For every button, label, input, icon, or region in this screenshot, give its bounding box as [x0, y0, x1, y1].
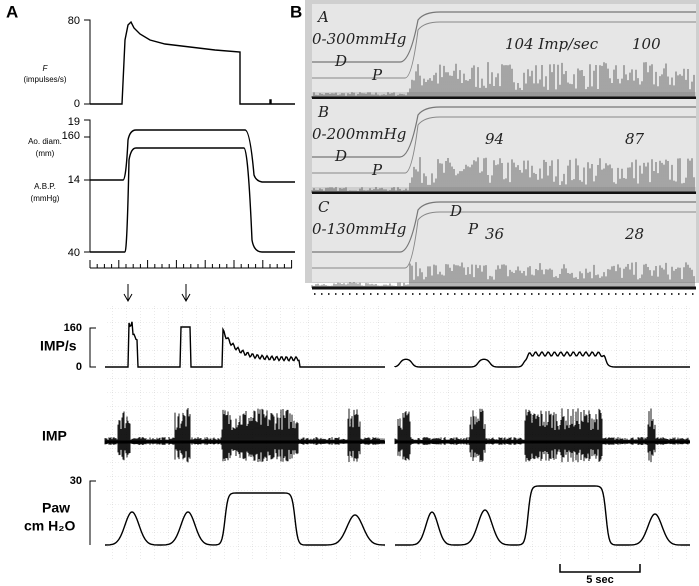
- row-label: IMP/s: [40, 338, 77, 354]
- pressure-trace: [312, 21, 696, 79]
- axes: [84, 19, 91, 253]
- time-axis: [89, 260, 293, 269]
- recordings: IMP/s IMP Paw cm H₂O 160 0 30 5 sec: [24, 305, 692, 586]
- arrows: [123, 284, 191, 303]
- pressure-trace: [395, 485, 690, 546]
- tick-label: 0: [74, 98, 80, 110]
- row-label: cm H₂O: [24, 518, 75, 534]
- pressure-trace: [312, 116, 696, 174]
- axis-label: A.B.P.: [34, 182, 56, 191]
- rate-trace: [105, 321, 385, 368]
- tick-label: 80: [68, 15, 80, 27]
- pressure-trace: [312, 201, 696, 253]
- pressure-trace: [105, 492, 385, 546]
- tick-label: 160: [64, 322, 82, 334]
- rate: 28: [624, 225, 644, 243]
- scale-label: 5 sec: [586, 574, 614, 586]
- rate-trace: [394, 351, 690, 368]
- axis-label: F: [43, 64, 49, 73]
- scale-bar: [559, 564, 641, 573]
- panel-label: B: [290, 2, 302, 21]
- trace: [90, 20, 295, 105]
- strip-letter: B: [317, 103, 329, 121]
- tick-label: 40: [68, 247, 80, 259]
- tick-label: 0: [76, 361, 82, 373]
- strip-letter: C: [318, 198, 330, 216]
- tick-label: 30: [70, 475, 82, 487]
- rate: 100: [632, 35, 661, 53]
- row-label: IMP: [42, 428, 67, 444]
- grid: [395, 305, 692, 560]
- pressure-range: 0-130mmHg: [312, 220, 406, 238]
- tick-marks: [89, 260, 293, 269]
- pressure-trace: [312, 211, 696, 269]
- strip-letter: A: [316, 8, 329, 26]
- tick-label: 160: [62, 130, 80, 142]
- trace: [90, 129, 295, 183]
- axis-label: (impulses/s): [23, 75, 66, 84]
- pressure-range: 0-200mmHg: [312, 125, 406, 143]
- label-p: P: [467, 220, 479, 238]
- label-d: D: [334, 52, 347, 70]
- panel-a: A F (impulses/s) Ao. diam. (mm) A.B.P. (…: [6, 2, 295, 303]
- label-p: P: [371, 161, 383, 179]
- pressure-range: 0-300mmHg: [312, 30, 406, 48]
- axis-label: (mmHg): [31, 194, 60, 203]
- rate: 36: [485, 225, 505, 243]
- axes: [89, 327, 96, 545]
- axis-label: Ao. diam.: [28, 137, 62, 146]
- panel-label: A: [6, 2, 18, 21]
- row-label: Paw: [42, 500, 70, 516]
- pressure-trace: [312, 11, 696, 63]
- rate: 94: [485, 130, 504, 148]
- label-p: P: [371, 66, 383, 84]
- trace: [90, 147, 295, 253]
- pressure-trace: [312, 106, 696, 158]
- tick-label: 14: [68, 174, 80, 186]
- label-d: D: [334, 147, 347, 165]
- axis-label: (mm): [36, 149, 55, 158]
- tick-label: 19: [68, 116, 80, 128]
- rate: 104 Imp/sec: [505, 35, 599, 53]
- rate: 87: [625, 130, 645, 148]
- label-d: D: [449, 202, 462, 220]
